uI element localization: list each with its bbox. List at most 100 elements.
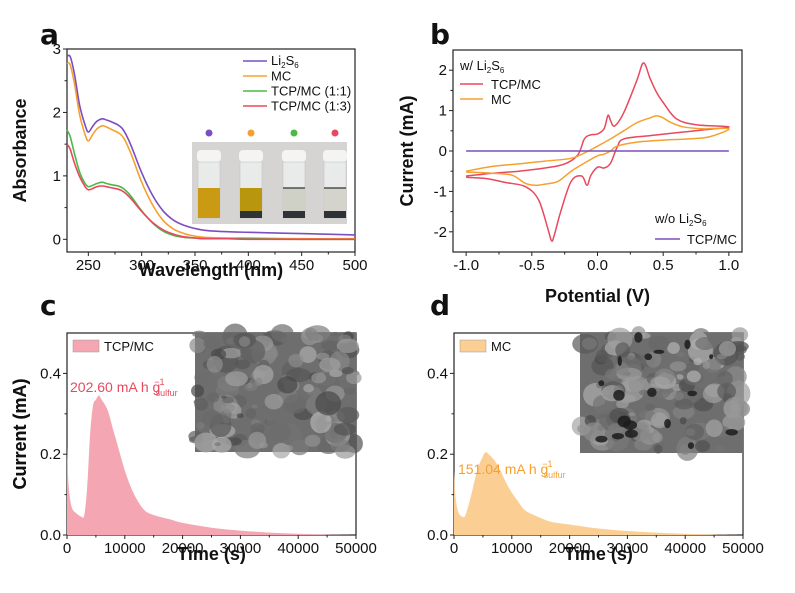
y-tick-label: 0.2 xyxy=(427,446,448,463)
sem-texture xyxy=(676,351,686,358)
sem-texture xyxy=(220,395,227,399)
y-tick-label: 2 xyxy=(53,104,61,121)
sem-texture xyxy=(194,432,218,453)
sem-texture xyxy=(343,387,357,395)
vial-color-dot xyxy=(205,129,213,137)
x-tick-label: 0.0 xyxy=(587,257,608,274)
sem-texture xyxy=(702,360,711,370)
sem-texture xyxy=(207,392,220,403)
sem-pore xyxy=(611,432,625,440)
sem-pore xyxy=(687,390,698,397)
sem-texture xyxy=(251,404,258,409)
sem-texture xyxy=(686,370,701,383)
sem-texture xyxy=(206,355,223,373)
sem-pore xyxy=(623,420,638,430)
panel-label-d: d xyxy=(430,289,450,322)
sem-texture xyxy=(236,413,244,419)
sem-pore xyxy=(653,349,665,354)
legend-label: TCP/MC (1:3) xyxy=(271,99,351,114)
sem-texture xyxy=(222,419,230,424)
x-tick-label: 20000 xyxy=(549,540,591,557)
vial-color-dot xyxy=(290,129,298,137)
sem-texture xyxy=(695,337,715,351)
sem-texture xyxy=(718,341,737,357)
series-line-mc xyxy=(66,61,356,240)
sem-texture xyxy=(654,444,663,454)
sem-texture xyxy=(628,412,636,417)
x-tick-label: 40000 xyxy=(277,540,319,557)
sem-inset-d xyxy=(571,326,751,461)
x-tick-label: 30000 xyxy=(607,540,649,557)
sem-texture xyxy=(220,347,242,359)
chart-a: 250 300 350 400 450 500 0 1 2 3 Wavelength (nm) Abs… xyxy=(10,41,368,280)
sem-texture xyxy=(319,357,341,373)
vial-color-dot xyxy=(247,129,255,137)
legend-swatch xyxy=(72,339,100,353)
y-tick-label: 0.2 xyxy=(40,446,61,463)
sem-pore xyxy=(613,389,625,401)
sem-texture xyxy=(245,408,257,419)
sem-texture xyxy=(282,444,293,452)
sem-pore xyxy=(598,380,605,387)
sem-texture xyxy=(225,371,248,387)
sem-pore xyxy=(634,332,643,343)
sem-texture xyxy=(196,421,205,430)
sem-texture xyxy=(283,394,307,414)
legend-label: MC xyxy=(491,92,511,107)
y-tick-label: 0.4 xyxy=(40,365,61,382)
series-area-tcpmc xyxy=(67,395,356,535)
sem-pore xyxy=(647,387,657,397)
legend-label: MC xyxy=(271,69,291,84)
y-tick-label: 3 xyxy=(53,41,61,58)
sem-texture xyxy=(667,342,680,355)
sem-texture xyxy=(191,384,205,398)
sem-texture xyxy=(254,377,263,386)
sem-pore xyxy=(684,339,691,350)
legend-title-without-li2s6: w/o Li2S6 xyxy=(654,211,707,228)
sem-texture xyxy=(203,339,220,349)
sem-texture xyxy=(672,405,695,420)
sem-texture xyxy=(304,434,321,447)
sem-pore xyxy=(725,428,738,436)
y-tick-label: 0 xyxy=(439,143,447,160)
sem-texture xyxy=(731,327,749,343)
series-line-mcwli2s6 xyxy=(465,115,730,187)
x-tick-label: 250 xyxy=(76,257,101,274)
x-axis-label: Wavelength (nm) xyxy=(139,260,283,280)
sem-texture xyxy=(648,335,670,351)
capacity-annotation: 151.04 mA h g−1 sulfur xyxy=(458,459,566,480)
y-axis-label: Current (mA) xyxy=(10,378,30,489)
sem-texture xyxy=(248,431,267,450)
sem-texture xyxy=(673,392,684,401)
panel-label-c: c xyxy=(40,289,57,322)
sem-texture xyxy=(336,406,360,424)
vial-sediment xyxy=(240,211,262,218)
sem-texture xyxy=(250,423,265,434)
chart-d: 0 10000 20000 30000 40000 50000 0.0 0.2 0.4 Time … xyxy=(10,326,764,564)
sem-texture xyxy=(581,337,598,350)
vial-liquid xyxy=(240,188,262,218)
x-tick-label: 0 xyxy=(63,540,71,557)
sem-pore xyxy=(687,442,695,450)
sem-texture xyxy=(346,371,362,385)
y-tick-label: -2 xyxy=(434,224,447,241)
capacity-annotation: 202.60 mA h g−1 sulfur xyxy=(70,377,178,398)
series-line-tcpmc13 xyxy=(66,143,355,241)
vial-cap xyxy=(197,150,221,162)
x-tick-label: 40000 xyxy=(664,540,706,557)
x-tick-label: -0.5 xyxy=(519,257,545,274)
vial-cap xyxy=(323,150,347,162)
plot-frame xyxy=(66,48,356,253)
legend-label: Li2S6 xyxy=(271,53,299,70)
sem-texture xyxy=(303,383,314,393)
y-tick-label: 1 xyxy=(53,168,61,185)
y-axis-label: Current (mA) xyxy=(10,378,30,489)
sem-texture xyxy=(717,382,737,401)
y-tick-label: 0.0 xyxy=(427,527,448,544)
sem-texture xyxy=(679,417,687,425)
vial-sediment xyxy=(324,211,346,218)
sem-texture xyxy=(723,396,748,419)
sem-texture xyxy=(341,366,354,375)
vial-cap xyxy=(239,150,263,162)
sem-inset-c xyxy=(188,323,363,459)
